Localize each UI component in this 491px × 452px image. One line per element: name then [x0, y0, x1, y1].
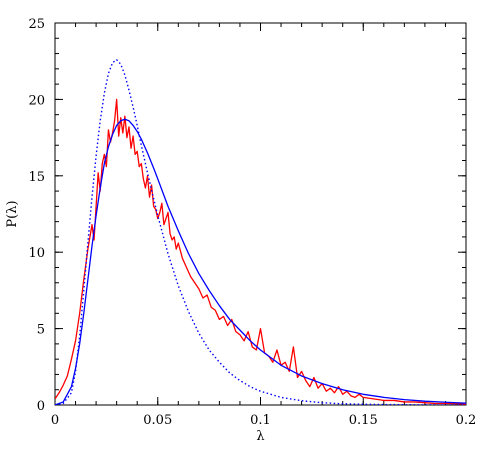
series-line-solid-red-noisy: [55, 98, 466, 405]
y-tick-label: 25: [28, 17, 45, 32]
x-tick-label: 0.2: [456, 413, 477, 428]
x-tick-label: 0.05: [143, 413, 172, 428]
series-layer: [55, 58, 466, 405]
plot-frame: [54, 22, 467, 406]
x-tick-label: 0.15: [349, 413, 378, 428]
y-tick-label: 15: [28, 170, 45, 185]
x-tick-label: 0: [51, 413, 59, 428]
y-tick-label: 5: [37, 323, 45, 338]
series-line-dotted-blue: [55, 58, 466, 405]
ticks: 0 0.05 0.1 0.15 0.2 0 5 10 15 20 25: [28, 17, 476, 428]
series-line-solid-blue-smooth: [55, 118, 466, 405]
y-tick-label: 0: [37, 399, 45, 414]
x-axis-label: λ: [256, 429, 264, 444]
y-tick-label: 10: [28, 246, 45, 261]
x-tick-label: 0.1: [250, 413, 271, 428]
y-tick-label: 20: [28, 93, 45, 108]
plot-border: [54, 22, 467, 406]
y-axis-label: P(λ): [5, 200, 20, 227]
